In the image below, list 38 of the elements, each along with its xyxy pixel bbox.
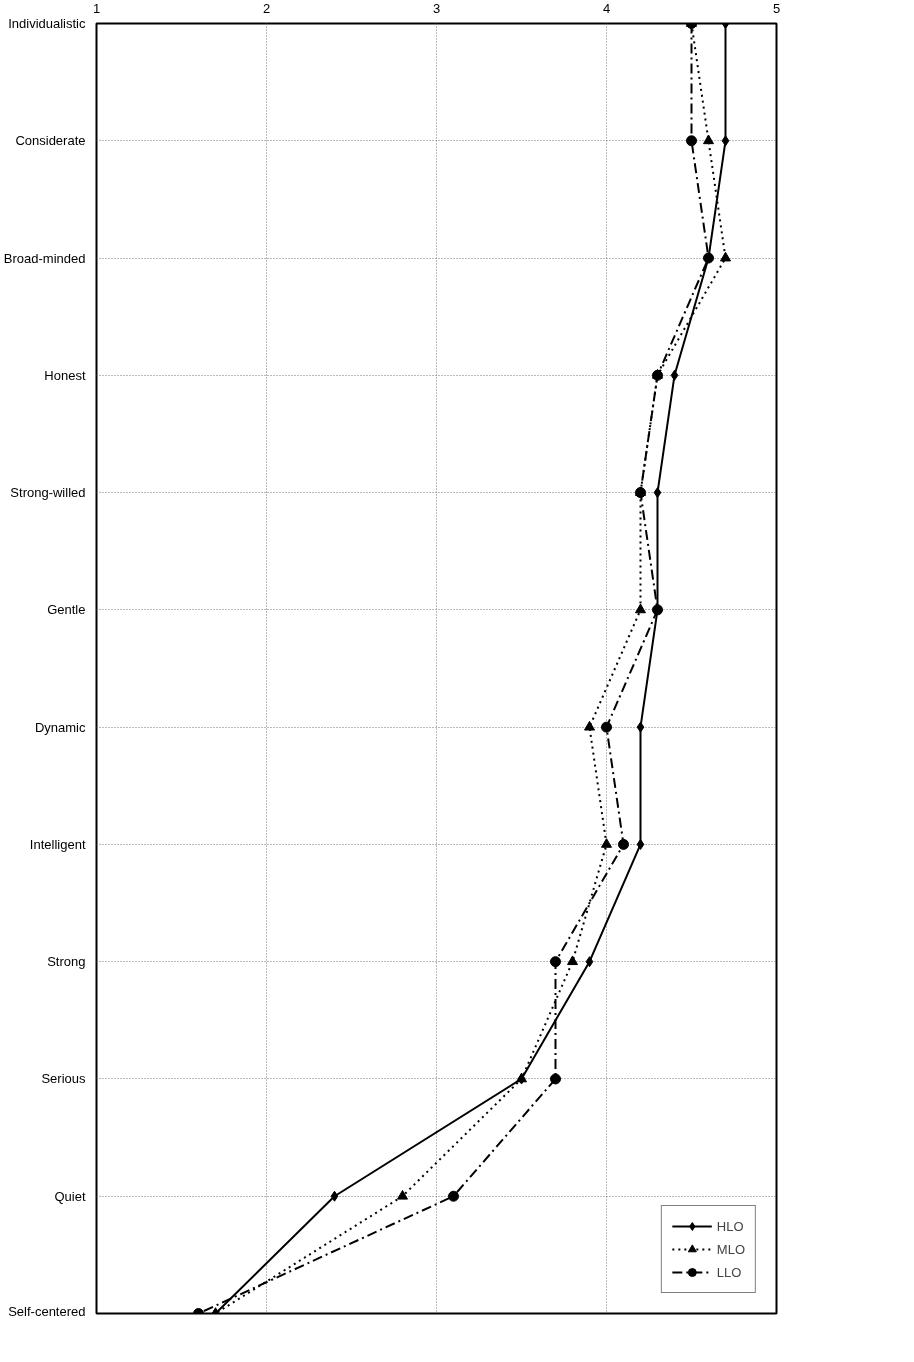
y-tick-label: Serious (41, 1071, 86, 1087)
y-tick-label: Broad-minded (3, 250, 86, 266)
x-tick-label: 5 (772, 0, 781, 16)
point (448, 1190, 459, 1202)
point (720, 251, 731, 262)
point (601, 838, 612, 848)
x-tick-label: 1 (92, 0, 101, 16)
legend-label: HLO (716, 1218, 744, 1234)
x-tick-label: 4 (602, 0, 611, 16)
y-tick-label: Individualistic (8, 16, 86, 31)
y-tick-label: Gentle (47, 602, 86, 618)
point (567, 955, 578, 966)
point (721, 135, 730, 147)
y-tick-label: Strong (47, 954, 86, 970)
legend-label: MLO (716, 1241, 745, 1257)
point (585, 956, 594, 968)
point (550, 956, 561, 968)
point (670, 369, 679, 381)
y-tick-label: Strong-willed (10, 485, 86, 501)
point (635, 603, 646, 614)
point (618, 838, 629, 850)
point (703, 134, 714, 145)
y-tick-label: Dynamic (34, 719, 86, 735)
point (550, 1073, 561, 1085)
point (686, 135, 697, 147)
point (636, 721, 645, 733)
point (584, 720, 595, 731)
y-tick-label: Honest (44, 367, 86, 383)
legend-label: LLO (716, 1264, 742, 1280)
y-tick-label: Quiet (54, 1188, 86, 1204)
y-tick-label: Intelligent (29, 836, 86, 852)
point (330, 1190, 339, 1202)
x-tick-label: 2 (262, 0, 271, 16)
x-tick-label: 3 (432, 0, 441, 16)
y-tick-label: Considerate (15, 133, 86, 149)
y-tick-label: Self-centered (8, 1303, 86, 1319)
point (397, 1189, 408, 1200)
point (601, 721, 612, 733)
